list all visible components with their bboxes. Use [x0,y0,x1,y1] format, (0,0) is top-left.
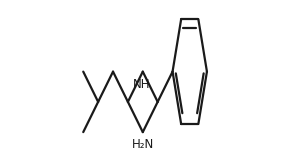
Text: H₂N: H₂N [132,138,154,151]
Text: NH: NH [133,78,150,91]
